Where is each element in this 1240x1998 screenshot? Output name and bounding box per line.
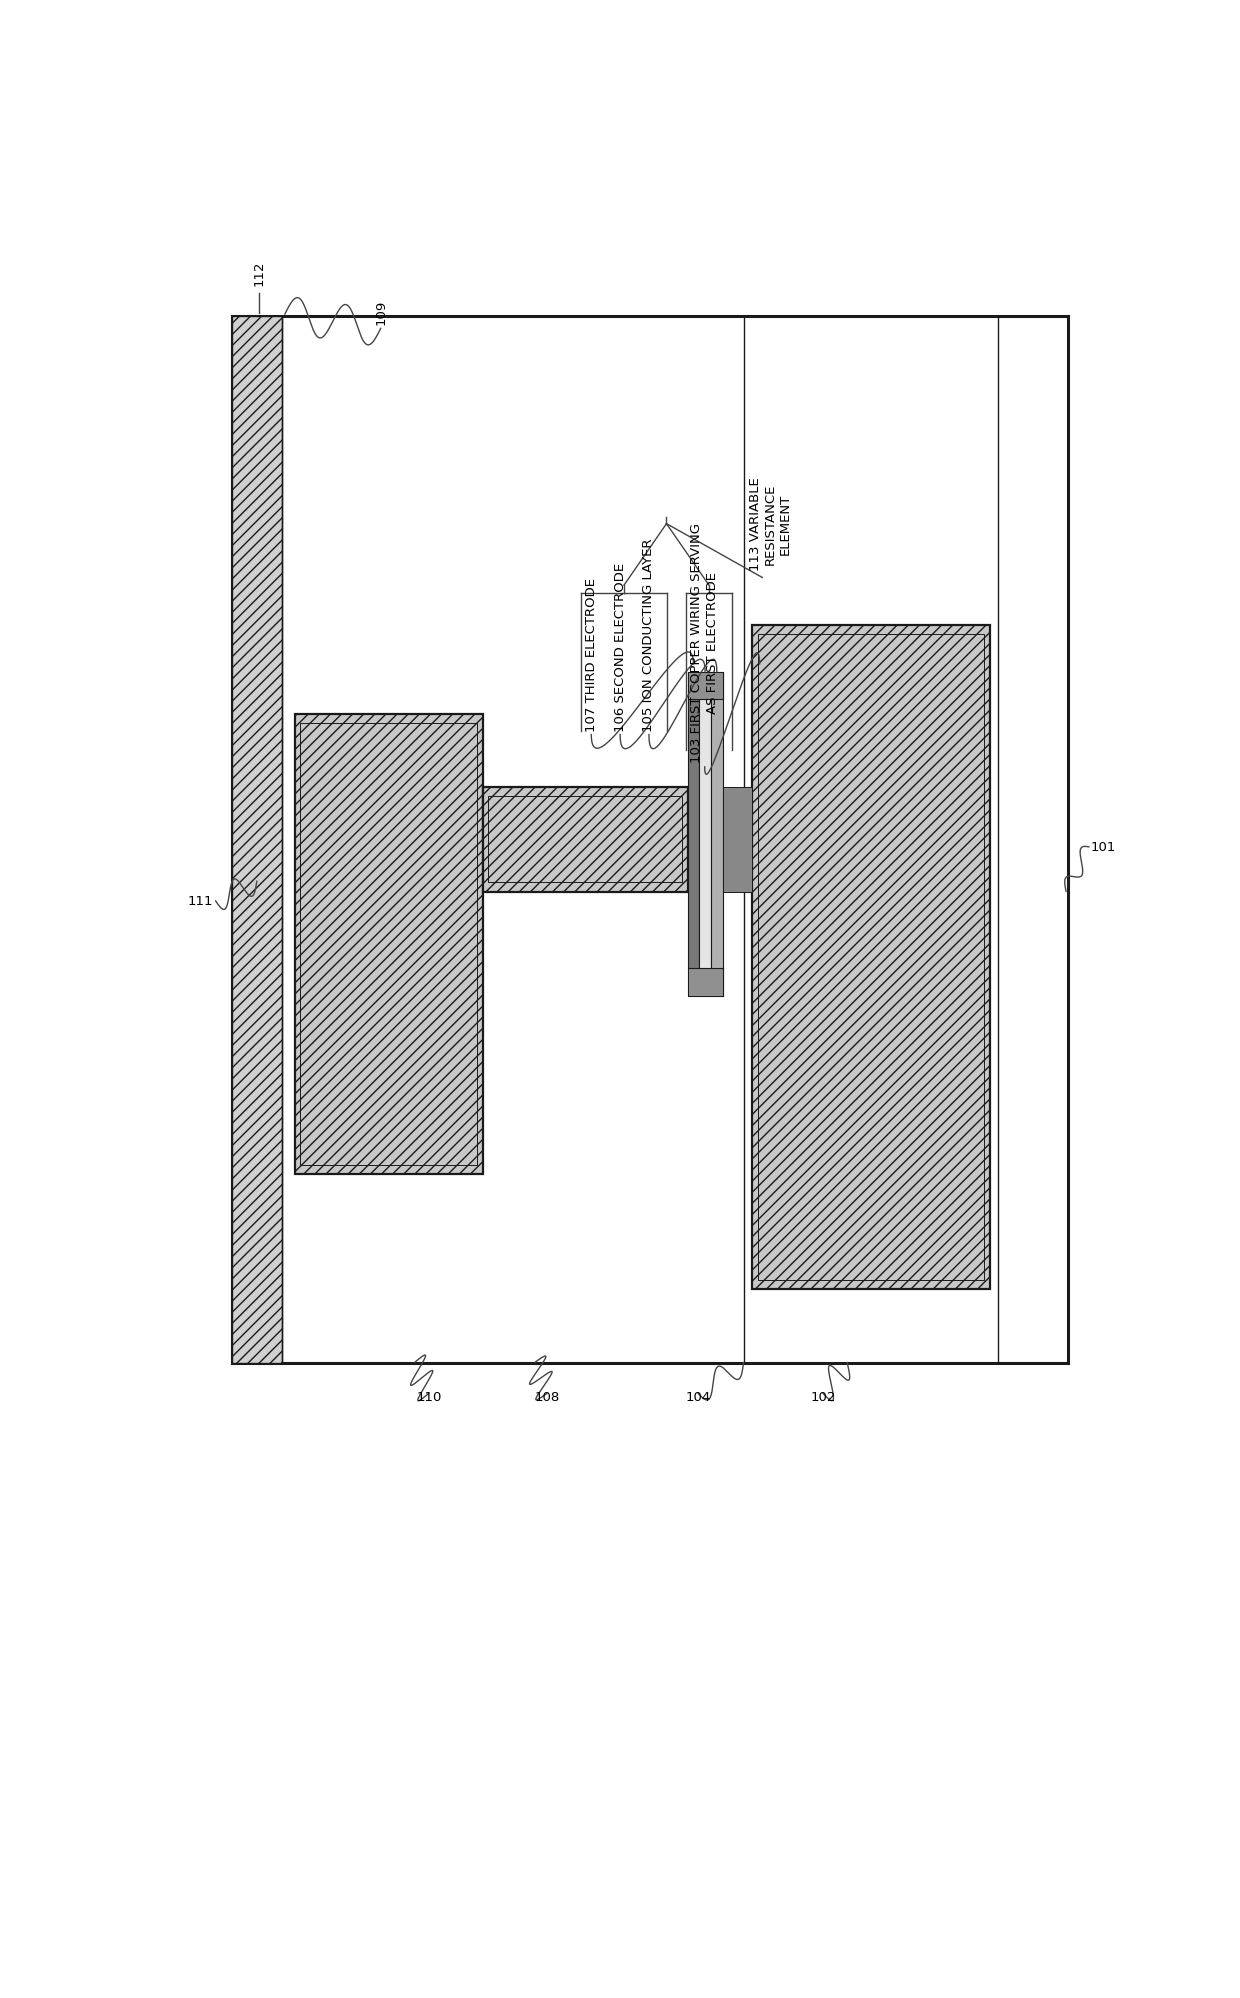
Text: 111: 111 [187, 895, 213, 907]
Text: 112: 112 [252, 260, 265, 286]
Bar [758, 635, 985, 1281]
Text: 109: 109 [374, 300, 387, 324]
Text: 113 VARIABLE
RESISTANCE
ELEMENT: 113 VARIABLE RESISTANCE ELEMENT [749, 478, 791, 571]
Bar [232, 316, 281, 1363]
Text: 101: 101 [1091, 841, 1116, 853]
Bar [723, 787, 751, 891]
Bar [489, 797, 682, 883]
Text: 105 ION CONDUCTING LAYER: 105 ION CONDUCTING LAYER [642, 539, 656, 731]
Bar [687, 673, 699, 997]
Text: 104: 104 [686, 1391, 711, 1403]
Bar [300, 723, 477, 1165]
Text: 108: 108 [534, 1391, 559, 1403]
Bar [482, 787, 687, 891]
Bar [687, 969, 723, 997]
Bar [751, 625, 991, 1289]
Bar [699, 673, 711, 997]
Bar [711, 673, 723, 997]
Text: 106 SECOND ELECTRODE: 106 SECOND ELECTRODE [614, 563, 626, 731]
Text: 102: 102 [810, 1391, 836, 1403]
Text: 110: 110 [417, 1391, 441, 1403]
Text: 107 THIRD ELECTRODE: 107 THIRD ELECTRODE [585, 577, 598, 731]
Text: 103 FIRST COPPER WIRING SERVING
AS FIRST ELECTRODE: 103 FIRST COPPER WIRING SERVING AS FIRST… [691, 523, 719, 763]
Bar [232, 316, 1068, 1363]
Bar [295, 713, 482, 1175]
Bar [687, 673, 723, 699]
